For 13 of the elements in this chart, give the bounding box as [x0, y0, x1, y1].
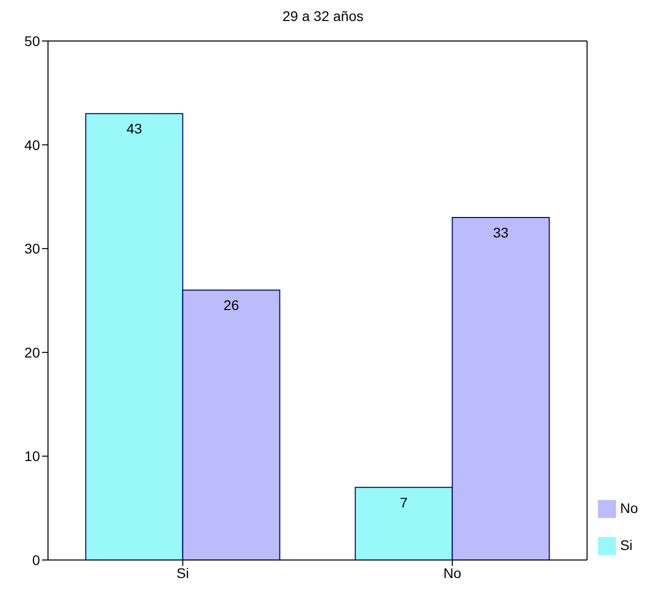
- y-tick-label: 40: [24, 136, 40, 153]
- y-tick-label: 50: [24, 32, 40, 49]
- data-label: 33: [492, 224, 509, 240]
- y-tick-label: 20: [24, 344, 40, 360]
- y-tick-label: 0: [32, 552, 40, 568]
- y-tick-label: 10: [24, 448, 40, 464]
- legend-label: No: [620, 500, 638, 516]
- data-label: 26: [223, 297, 240, 314]
- data-label: 7: [400, 494, 408, 510]
- legend-label: Si: [620, 537, 633, 553]
- chart-title: 29 a 32 años: [282, 8, 364, 24]
- y-tick-label: 30: [24, 240, 40, 257]
- data-label: 43: [126, 120, 142, 137]
